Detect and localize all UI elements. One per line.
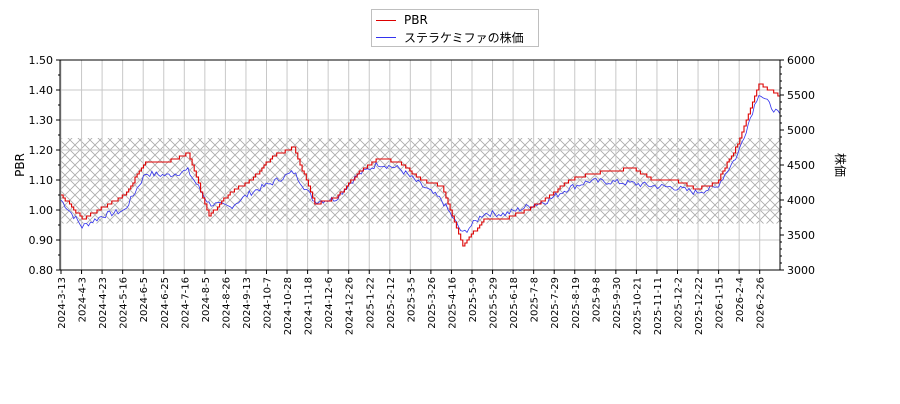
- right-tick-label: 5000: [787, 124, 815, 137]
- x-tick-label: 2024-3-13: [57, 277, 68, 329]
- right-tick-label: 5500: [787, 89, 815, 102]
- x-tick-label: 2025-3-5: [406, 277, 417, 322]
- x-tick-label: 2026-2-26: [756, 277, 767, 329]
- x-tick-label: 2025-3-26: [427, 277, 438, 329]
- x-tick-label: 2024-9-13: [242, 277, 253, 329]
- x-tick-label: 2025-12-22: [694, 277, 705, 335]
- x-tick-label: 2024-4-3: [78, 277, 89, 322]
- x-tick-label: 2025-2-12: [386, 277, 397, 329]
- x-tick-label: 2025-7-29: [550, 277, 561, 329]
- stock-swatch-icon: [376, 36, 396, 38]
- reference-band: [60, 138, 780, 224]
- x-tick-label: 2024-6-5: [139, 277, 150, 322]
- x-tick-label: 2025-6-18: [509, 277, 520, 329]
- left-tick-label: 0.90: [29, 234, 54, 247]
- x-tick-label: 2024-10-7: [263, 277, 274, 329]
- x-tick-label: 2025-9-30: [612, 277, 623, 329]
- x-tick-label: 2026-1-15: [715, 277, 726, 329]
- x-tick-label: 2024-6-25: [160, 277, 171, 329]
- x-tick-label: 2024-4-23: [98, 277, 109, 329]
- x-tick-label: 2024-5-16: [119, 277, 130, 329]
- x-tick-label: 2026-2-4: [735, 277, 746, 322]
- legend-label-pbr: PBR: [404, 13, 428, 27]
- x-tick-label: 2024-10-28: [283, 277, 294, 335]
- right-tick-label: 3500: [787, 229, 815, 242]
- x-tick-label: 2024-12-26: [345, 277, 356, 335]
- x-tick-label: 2024-12-6: [324, 277, 335, 329]
- left-tick-label: 1.50: [29, 54, 54, 67]
- x-tick-label: 2025-4-16: [447, 277, 458, 329]
- left-axis-label: PBR: [13, 153, 27, 177]
- right-tick-label: 3000: [787, 264, 815, 277]
- series-lines: [60, 83, 780, 247]
- legend: PBR ステラケミファの株価: [371, 9, 539, 47]
- left-tick-label: 1.40: [29, 84, 54, 97]
- right-tick-label: 4000: [787, 194, 815, 207]
- x-tick-label: 2025-5-29: [489, 277, 500, 329]
- x-tick-label: 2025-1-22: [365, 277, 376, 329]
- left-tick-label: 1.10: [29, 174, 54, 187]
- x-tick-label: 2025-12-2: [674, 277, 685, 329]
- left-tick-label: 1.30: [29, 114, 54, 127]
- x-tick-label: 2025-8-19: [571, 277, 582, 329]
- x-tick-label: 2025-9-8: [591, 277, 602, 322]
- x-tick-label: 2024-7-16: [180, 277, 191, 329]
- x-tick-label: 2024-11-18: [304, 277, 315, 335]
- x-tick-label: 2025-11-11: [653, 277, 664, 335]
- right-tick-label: 4500: [787, 159, 815, 172]
- right-axis-label: 株価: [833, 153, 848, 177]
- legend-label-stock-price: ステラケミファの株価: [404, 30, 524, 45]
- right-tick-label: 6000: [787, 54, 815, 67]
- x-tick-label: 2024-8-5: [201, 277, 212, 322]
- legend-item-stock-price: ステラケミファの株価: [372, 29, 524, 45]
- left-axis: 0.80 0.90 1.00 1.10 1.20 1.30 1.40 1.50: [29, 54, 60, 277]
- x-tick-label: 2025-10-21: [632, 277, 643, 335]
- left-tick-label: 1.20: [29, 144, 54, 157]
- pbr-line: [61, 83, 780, 247]
- legend-item-pbr: PBR: [372, 12, 428, 28]
- left-tick-label: 0.80: [29, 264, 54, 277]
- left-tick-label: 1.00: [29, 204, 54, 217]
- pbr-swatch-icon: [376, 19, 396, 21]
- right-axis: 3000 3500 4000 4500 5000 5500 6000: [780, 54, 815, 277]
- x-tick-label: 2024-8-26: [221, 277, 232, 329]
- x-tick-label: 2025-7-8: [530, 277, 541, 322]
- stock-price-line: [60, 94, 780, 234]
- x-axis: 2024-3-13 2024-4-3 2024-4-23 2024-5-16 2024-…: [57, 270, 767, 335]
- x-tick-label: 2025-5-9: [468, 277, 479, 322]
